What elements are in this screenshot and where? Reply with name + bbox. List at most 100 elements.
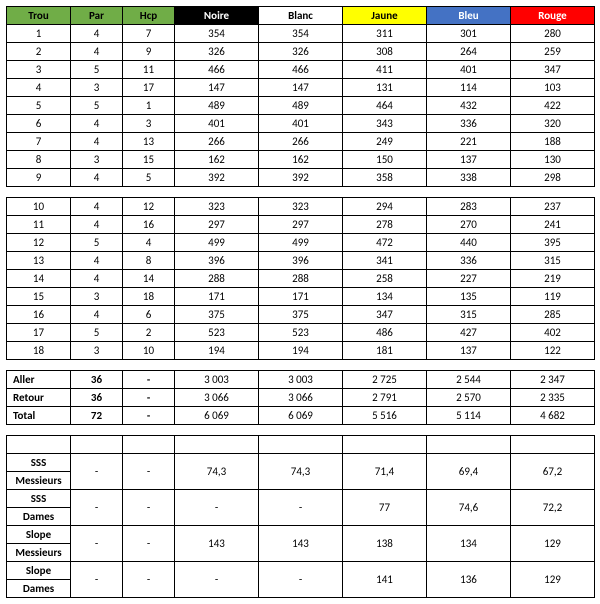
total-cell: Aller	[7, 371, 71, 389]
rating-label: Slope	[7, 562, 71, 580]
cell: 402	[511, 324, 595, 342]
cell: 432	[427, 97, 511, 115]
rating-label: SSS	[7, 490, 71, 508]
cell: 3	[7, 61, 71, 79]
total-cell: 3 003	[259, 371, 343, 389]
cell: 311	[343, 25, 427, 43]
cell: 258	[343, 270, 427, 288]
rating-par: -	[71, 454, 123, 490]
cell: 162	[175, 151, 259, 169]
cell: 285	[511, 306, 595, 324]
total-cell: 2 544	[427, 371, 511, 389]
cell: 4	[71, 25, 123, 43]
cell: 221	[427, 133, 511, 151]
total-cell: -	[123, 389, 175, 407]
cell: 466	[175, 61, 259, 79]
rating-label: SSS	[7, 454, 71, 472]
header-noire: Noire	[175, 7, 259, 25]
cell: 354	[259, 25, 343, 43]
hole-row: 11416297297278270241	[7, 216, 595, 234]
header-jaune: Jaune	[343, 7, 427, 25]
total-cell: 3 003	[175, 371, 259, 389]
cell: 297	[259, 216, 343, 234]
rating-hcp: -	[123, 490, 175, 526]
cell: 523	[175, 324, 259, 342]
cell: 347	[343, 306, 427, 324]
cell: 1	[7, 25, 71, 43]
cell: 499	[259, 234, 343, 252]
cell: 280	[511, 25, 595, 43]
cell: 219	[511, 270, 595, 288]
total-cell: Total	[7, 407, 71, 425]
hole-row: 147354354311301280	[7, 25, 595, 43]
cell: 5	[71, 97, 123, 115]
cell: 336	[427, 252, 511, 270]
cell: 12	[123, 198, 175, 216]
cell: 343	[343, 115, 427, 133]
rating-value: 74,3	[259, 454, 343, 490]
cell: 13	[7, 252, 71, 270]
rating-row: Slope----141136129	[7, 562, 595, 580]
cell: 188	[511, 133, 595, 151]
total-cell: 2 347	[511, 371, 595, 389]
cell: 135	[427, 288, 511, 306]
cell: 14	[7, 270, 71, 288]
rating-label: Dames	[7, 508, 71, 526]
cell: 341	[343, 252, 427, 270]
rating-value: 67,2	[511, 454, 595, 490]
cell: 8	[123, 252, 175, 270]
total-cell: -	[123, 407, 175, 425]
cell: 17	[123, 79, 175, 97]
cell: 466	[259, 61, 343, 79]
total-cell: 5 516	[343, 407, 427, 425]
rating-row: Slope--143143138134129	[7, 526, 595, 544]
rating-value: 129	[511, 562, 595, 598]
cell: 10	[7, 198, 71, 216]
cell: 6	[7, 115, 71, 133]
cell: 4	[71, 306, 123, 324]
total-cell: 4 682	[511, 407, 595, 425]
cell: 326	[175, 43, 259, 61]
cell: 4	[71, 252, 123, 270]
cell: 2	[7, 43, 71, 61]
rating-value: 138	[343, 526, 427, 562]
cell: 194	[175, 342, 259, 360]
cell: 249	[343, 133, 427, 151]
cell: 18	[123, 288, 175, 306]
total-cell: 2 570	[427, 389, 511, 407]
cell: 392	[175, 169, 259, 187]
rating-hcp: -	[123, 562, 175, 598]
cell: 323	[175, 198, 259, 216]
cell: 401	[427, 61, 511, 79]
cell: 11	[7, 216, 71, 234]
header-hcp: Hcp	[123, 7, 175, 25]
cell: 326	[259, 43, 343, 61]
cell: 266	[259, 133, 343, 151]
total-cell: 3 066	[259, 389, 343, 407]
rating-value: -	[175, 562, 259, 598]
hole-row: 10412323323294283237	[7, 198, 595, 216]
cell: 288	[259, 270, 343, 288]
rating-value: 69,4	[427, 454, 511, 490]
cell: 278	[343, 216, 427, 234]
cell: 338	[427, 169, 511, 187]
cell: 17	[7, 324, 71, 342]
total-cell: 36	[71, 389, 123, 407]
cell: 395	[511, 234, 595, 252]
total-cell: 6 069	[175, 407, 259, 425]
cell: 523	[259, 324, 343, 342]
cell: 4	[123, 234, 175, 252]
rating-value: 143	[259, 526, 343, 562]
rating-par: -	[71, 562, 123, 598]
cell: 103	[511, 79, 595, 97]
total-cell: 36	[71, 371, 123, 389]
cell: 147	[259, 79, 343, 97]
cell: 323	[259, 198, 343, 216]
cell: 5	[71, 61, 123, 79]
cell: 396	[175, 252, 259, 270]
cell: 298	[511, 169, 595, 187]
ratings-blank-row	[7, 436, 595, 454]
cell: 464	[343, 97, 427, 115]
cell: 315	[427, 306, 511, 324]
cell: 227	[427, 270, 511, 288]
